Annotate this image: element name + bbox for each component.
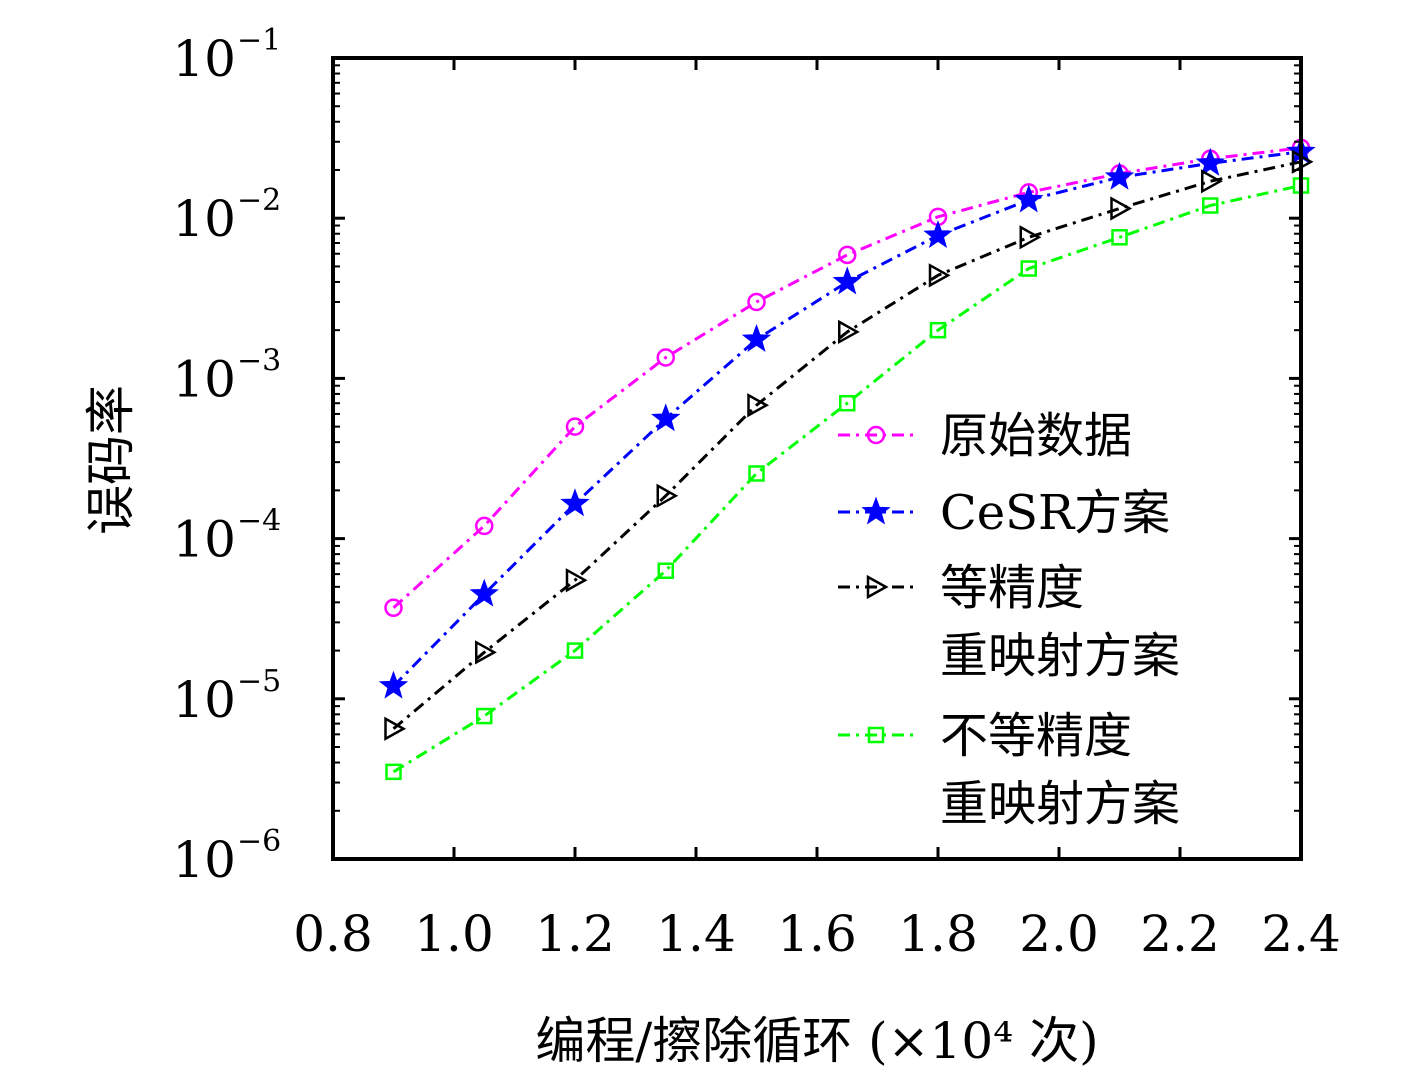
data-point: [475, 640, 497, 665]
x-tick-label: 1.2: [535, 905, 615, 963]
legend-label: 等精度: [940, 560, 1084, 616]
legend-marker: [866, 574, 889, 600]
y-tick-base: 10: [172, 511, 236, 569]
data-point: [378, 670, 409, 699]
y-tick-exponent: −6: [237, 824, 281, 859]
data-point: [839, 394, 856, 412]
x-tick-label: 1.8: [898, 905, 978, 963]
y-tick-exponent: −4: [237, 504, 281, 539]
data-point: [385, 763, 402, 781]
plot-frame: [331, 56, 1303, 861]
series-0: [384, 138, 1311, 618]
data-point: [656, 348, 675, 367]
data-point: [475, 516, 494, 536]
data-point: [923, 220, 953, 248]
y-tick-label: 10 −6: [172, 824, 281, 889]
data-point: [384, 598, 403, 618]
legend-label: 不等精度: [940, 708, 1132, 764]
y-tick-base: 10: [172, 350, 236, 408]
data-point: [747, 393, 770, 418]
series-line: [392, 146, 1302, 609]
series-line: [392, 150, 1302, 688]
data-point: [1111, 229, 1128, 246]
y-tick-exponent: −1: [237, 23, 281, 58]
x-tick-label: 1.6: [777, 905, 857, 963]
y-tick-base: 10: [172, 190, 236, 248]
data-point: [747, 292, 766, 312]
legend-label: 重映射方案: [940, 776, 1180, 832]
data-point: [1201, 169, 1223, 194]
data-point: [657, 562, 674, 579]
data-point: [566, 642, 584, 659]
x-tick-label: 2.4: [1261, 905, 1341, 963]
legend-label: CeSR方案: [940, 485, 1170, 541]
data-point: [565, 417, 585, 436]
data-point: [929, 321, 947, 339]
data-point: [469, 578, 499, 607]
data-point: [928, 263, 951, 288]
legend-label: 重映射方案: [940, 628, 1180, 684]
series-line: [392, 184, 1302, 774]
data-point: [565, 568, 588, 593]
axis-ticks: 0.8 1.0 1.2 1.4 1.6 1.8 2.0 2.2 2.410 −610 −510 −41…: [172, 23, 1340, 963]
series-line: [392, 160, 1302, 730]
x-tick-label: 0.8: [293, 905, 373, 963]
legend-marker: [861, 496, 891, 525]
y-tick-base: 10: [172, 30, 236, 88]
data-point: [560, 488, 590, 517]
y-tick-exponent: −3: [237, 343, 281, 378]
data-point: [1202, 197, 1219, 214]
data-point: [656, 483, 679, 508]
data-point: [838, 319, 860, 345]
y-tick-label: 10 −3: [172, 343, 281, 408]
x-tick-label: 1.4: [656, 905, 736, 963]
x-axis-label: 编程/擦除循环 (×10⁴ 次): [535, 1012, 1098, 1070]
y-tick-label: 10 −1: [172, 23, 281, 88]
legend-marker: [866, 425, 886, 445]
plot-marks: [378, 136, 1316, 781]
y-tick-label: 10 −2: [172, 183, 281, 248]
x-tick-label: 2.2: [1140, 905, 1220, 963]
y-tick-exponent: −5: [237, 664, 281, 699]
legend-label: 原始数据: [940, 408, 1132, 464]
series-1: [378, 136, 1316, 699]
data-point: [476, 707, 493, 725]
y-tick-label: 10 −4: [172, 504, 281, 569]
data-point: [1019, 225, 1042, 250]
data-point: [748, 465, 765, 482]
x-tick-label: 2.0: [1019, 905, 1099, 963]
data-point: [1020, 260, 1037, 277]
x-tick-label: 1.0: [414, 905, 494, 963]
y-tick-label: 10 −5: [172, 664, 281, 729]
legend-item: 原始数据: [838, 408, 1132, 464]
y-tick-base: 10: [172, 671, 236, 729]
data-point: [1110, 196, 1133, 221]
y-tick-exponent: −2: [237, 183, 281, 218]
data-point: [838, 245, 857, 265]
data-point: [741, 324, 772, 352]
data-point: [384, 716, 407, 741]
data-point: [1195, 147, 1225, 176]
data-point: [832, 266, 862, 295]
y-tick-base: 10: [172, 831, 236, 889]
data-point: [651, 403, 681, 432]
y-axis-label: 误码率: [82, 385, 140, 535]
data-point: [1104, 161, 1135, 190]
data-point: [1014, 184, 1044, 213]
legend-item: CeSR方案: [838, 485, 1170, 541]
legend-marker: [867, 726, 885, 744]
